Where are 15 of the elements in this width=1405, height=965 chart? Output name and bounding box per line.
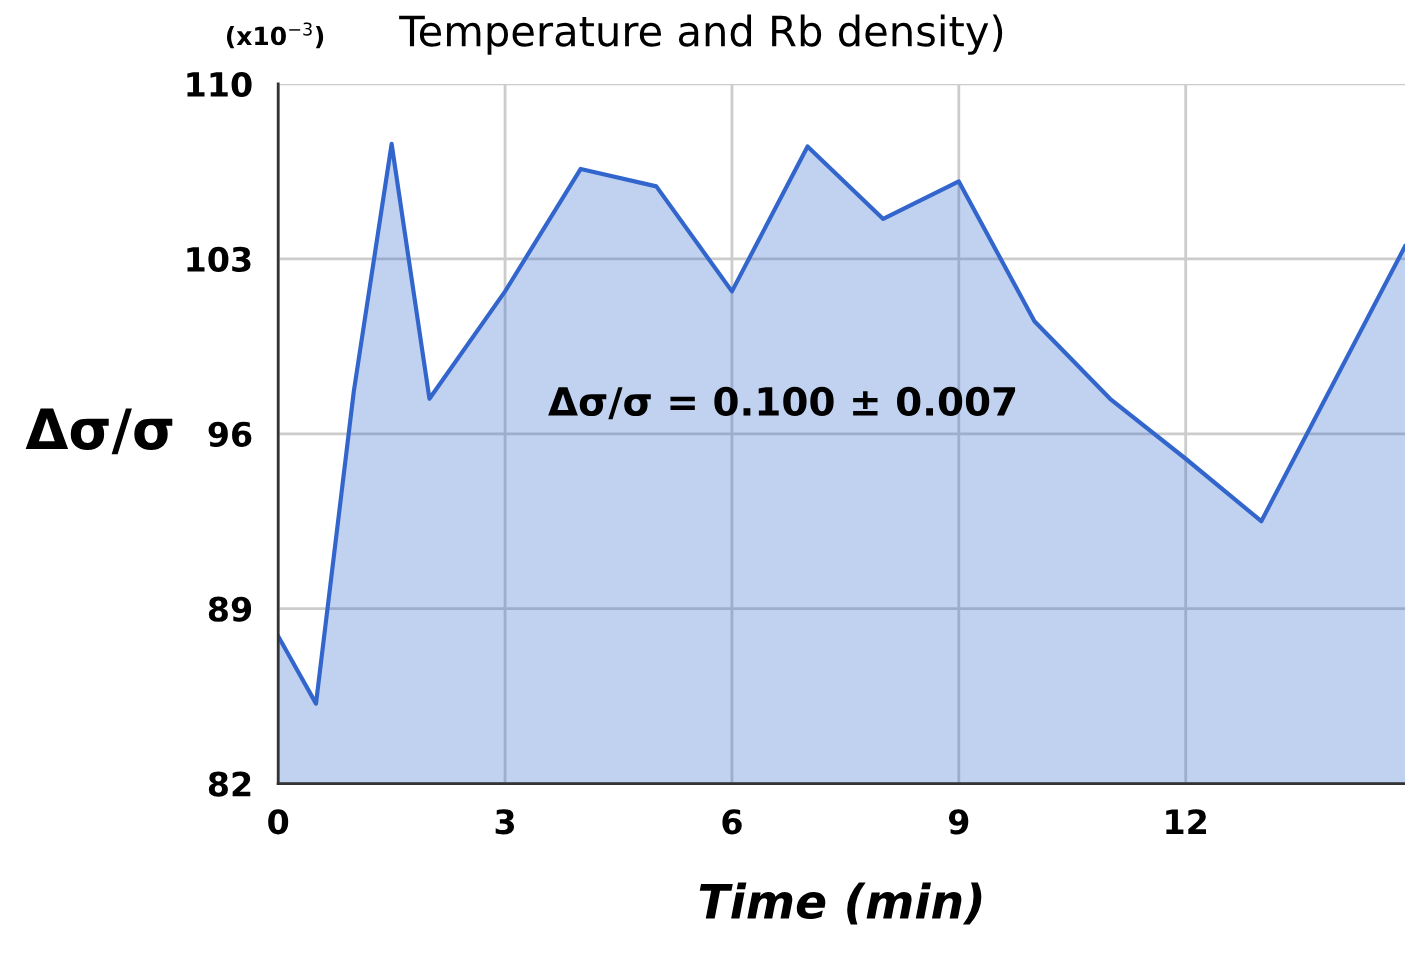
x-tick-label: 3 bbox=[495, 809, 515, 835]
y-axis-title: Δσ/σ bbox=[25, 408, 173, 455]
y-tick-label: 82 bbox=[208, 771, 251, 797]
annotation: Δσ/σ = 0.100 ± 0.007 bbox=[548, 386, 1016, 420]
text: (x10$^{−3}$) bbox=[226, 22, 324, 49]
x-tick-label: 12 bbox=[1166, 809, 1206, 834]
chart-title: Temperature and Rb density) bbox=[399, 14, 1003, 55]
y-tick-label: 89 bbox=[208, 596, 252, 622]
x-tick-label: 9 bbox=[948, 809, 969, 835]
x-tick-label: 0 bbox=[268, 809, 289, 835]
y-tick-label: 110 bbox=[187, 71, 252, 98]
y-tick-label: 96 bbox=[208, 421, 252, 447]
y-tick-label: 103 bbox=[187, 246, 251, 272]
x-axis-title: Time (min) bbox=[699, 882, 982, 925]
x-tick-label: 6 bbox=[722, 809, 742, 835]
